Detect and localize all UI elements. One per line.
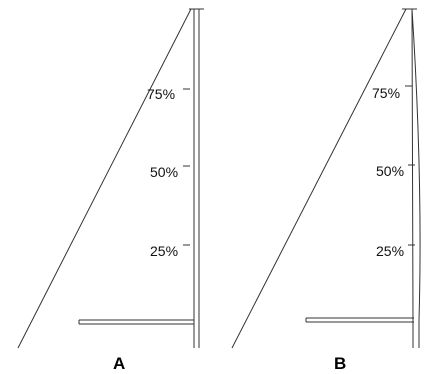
panel-b-mast-lower: [412, 320, 420, 348]
panel-a-label-25: 25%: [150, 243, 178, 259]
panel-b: 75% 50% 25% B: [231, 8, 421, 373]
panel-b-diagonal: [231, 8, 407, 349]
panel-b-label-75: 75%: [372, 85, 400, 101]
panel-a-boom: [78, 319, 194, 325]
panel-a-letter: A: [113, 354, 125, 373]
panel-b-mast-curved: [411, 8, 421, 321]
panel-b-label-25: 25%: [376, 243, 404, 259]
panel-a-diagonal: [17, 8, 192, 349]
panel-b-label-50: 50%: [376, 163, 404, 179]
panel-a-label-75: 75%: [147, 86, 175, 102]
panel-a: 75% 50% 25% A: [17, 8, 204, 373]
panel-a-mast: [193, 9, 200, 348]
panel-b-boom: [305, 317, 414, 323]
panel-a-label-50: 50%: [150, 164, 178, 180]
panel-b-letter: B: [334, 354, 346, 373]
